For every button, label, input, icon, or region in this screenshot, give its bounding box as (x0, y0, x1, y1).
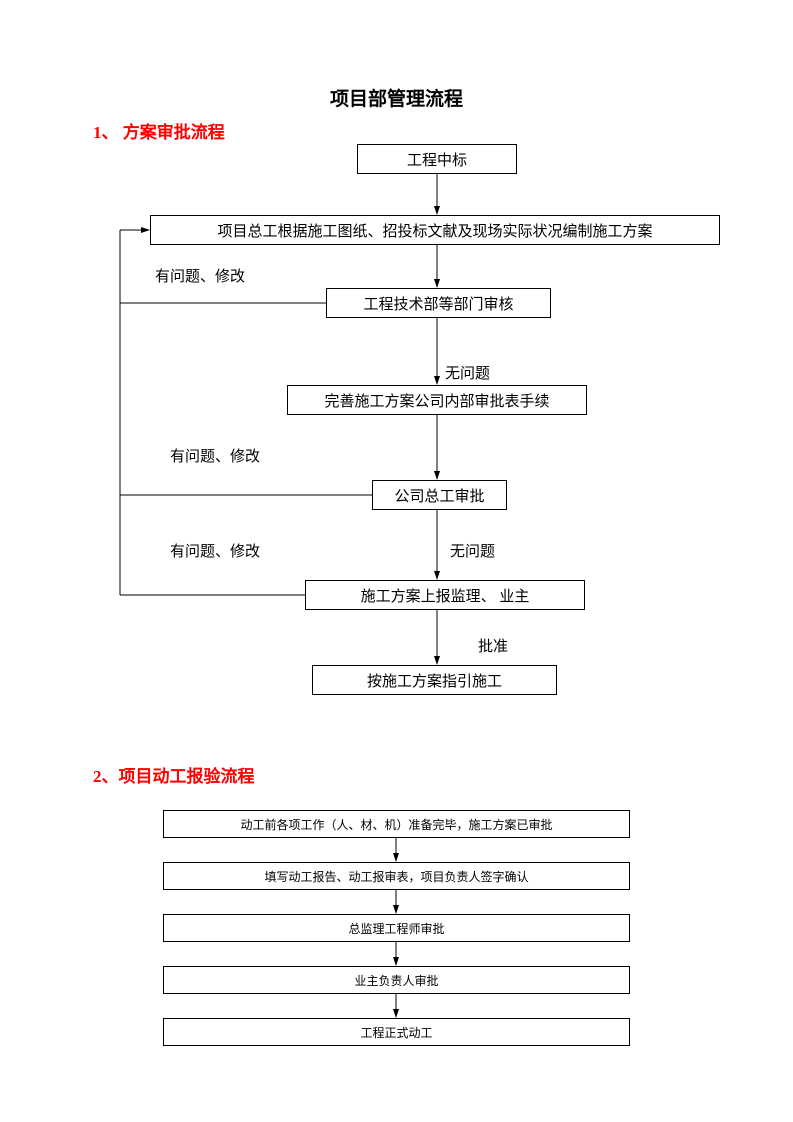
node-m4: 业主负责人审批 (163, 966, 630, 994)
label-l2: 无问题 (445, 362, 490, 383)
node-n1: 工程中标 (357, 144, 517, 174)
node-n5: 公司总工审批 (372, 480, 507, 510)
label-l1: 有问题、修改 (155, 265, 245, 286)
label-l3: 有问题、修改 (170, 445, 260, 466)
node-m3: 总监理工程师审批 (163, 914, 630, 942)
node-m2: 填写动工报告、动工报审表，项目负责人签字确认 (163, 862, 630, 890)
label-l5: 无问题 (450, 540, 495, 561)
node-n2: 项目总工根据施工图纸、招投标文献及现场实际状况编制施工方案 (150, 215, 720, 245)
section1-heading: 1、 方案审批流程 (93, 118, 225, 143)
node-n4: 完善施工方案公司内部审批表手续 (287, 385, 587, 415)
node-n7: 按施工方案指引施工 (312, 665, 557, 695)
page-title: 项目部管理流程 (0, 84, 793, 111)
label-l6: 批准 (478, 635, 508, 656)
node-n3: 工程技术部等部门审核 (326, 288, 551, 318)
label-l4: 有问题、修改 (170, 540, 260, 561)
section2-heading: 2、项目动工报验流程 (93, 762, 255, 787)
node-m5: 工程正式动工 (163, 1018, 630, 1046)
node-m1: 动工前各项工作（人、材、机）准备完毕，施工方案已审批 (163, 810, 630, 838)
node-n6: 施工方案上报监理、 业主 (305, 580, 585, 610)
